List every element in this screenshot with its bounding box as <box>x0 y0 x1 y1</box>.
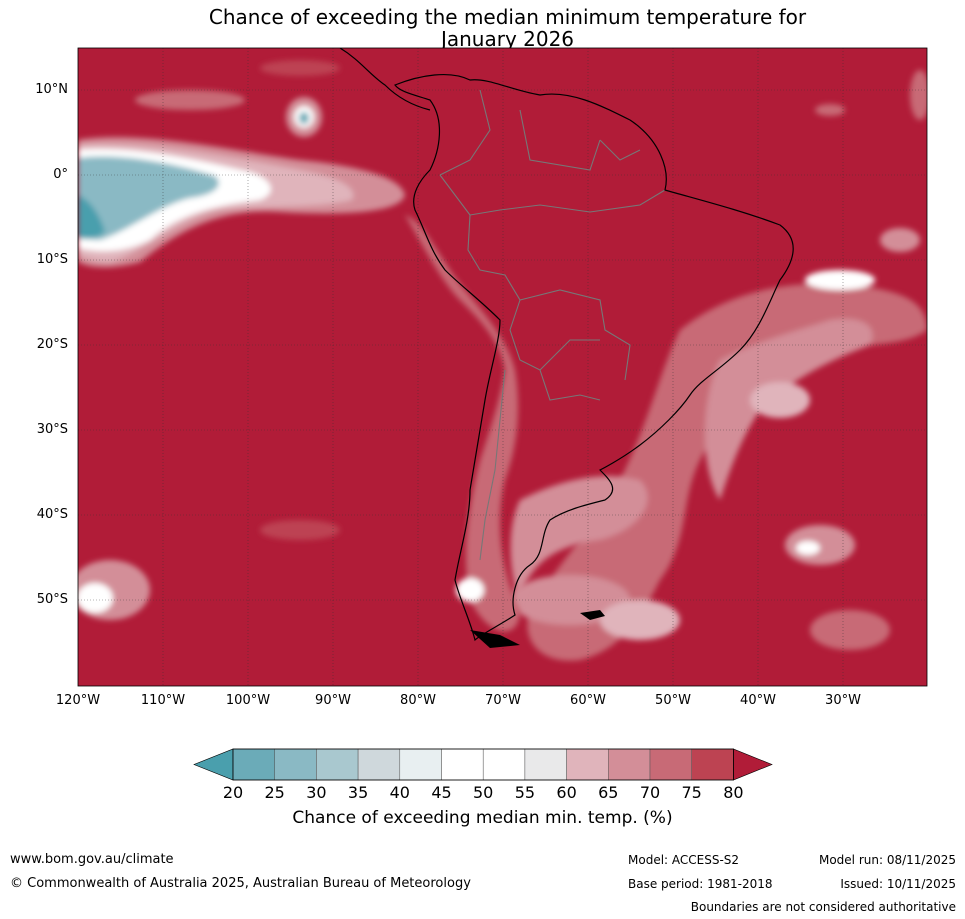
lon-label-80w: 80°W <box>400 693 436 708</box>
colorbar-segment-55-60 <box>524 748 567 781</box>
colorbar-tick-55: 55 <box>514 783 536 802</box>
lat-label-10n: 10°N <box>35 82 68 97</box>
copyright-text: © Commonwealth of Australia 2025, Austra… <box>10 876 471 891</box>
colorbar-frame <box>232 748 734 781</box>
model-run-text: Model run: 08/11/2025 <box>818 853 956 867</box>
disclaimer-text: Boundaries are not considered authoritat… <box>690 900 956 914</box>
model-text: Model: ACCESS-S2 <box>628 853 740 867</box>
lat-label-10s: 10°S <box>36 252 68 267</box>
lon-label-70w: 70°W <box>485 693 521 708</box>
colorbar-segment-60-65 <box>566 748 609 781</box>
issued-text: Issued: 10/11/2025 <box>840 877 956 891</box>
map-title-line1: Chance of exceeding the median minimum t… <box>208 5 807 29</box>
colorbar-label: Chance of exceeding median min. temp. (%… <box>292 808 673 828</box>
colorbar-segment-35-40 <box>357 748 401 781</box>
colorbar-tick-50: 50 <box>473 783 494 802</box>
colorbar-segment-30-35 <box>316 748 359 781</box>
lon-label-60w: 60°W <box>570 693 606 708</box>
colorbar-segment-40-45 <box>399 748 442 781</box>
graticule <box>78 48 927 686</box>
colorbar-tick-65: 65 <box>598 783 619 802</box>
central-america-coastline <box>339 48 431 111</box>
colorbar-tick-70: 70 <box>639 783 661 802</box>
colorbar-tick-40: 40 <box>389 783 410 802</box>
colorbar-segment-65-70 <box>608 748 651 781</box>
atlantic-patches <box>510 70 927 661</box>
colorbar-segment-50-55 <box>482 748 526 781</box>
lat-label-50s: 50°S <box>36 592 68 607</box>
colorbar-tick-80: 80 <box>723 783 744 802</box>
lat-label-30s: 30°S <box>36 422 68 437</box>
colorbar-tick-45: 45 <box>431 783 452 802</box>
colorbar-tick-25: 25 <box>264 783 285 802</box>
colorbar-extend-low <box>193 748 234 781</box>
lat-label-0: 0° <box>53 167 68 182</box>
map-title-line2: January 2026 <box>440 27 575 51</box>
lon-label-90w: 90°W <box>315 693 351 708</box>
map-frame <box>77 47 928 687</box>
colorbar-segment-20-25 <box>232 748 275 781</box>
colorbar-segment-45-50 <box>441 748 484 781</box>
lat-label-20s: 20°S <box>36 337 68 352</box>
pacific-cold-tongue <box>78 137 405 268</box>
colorbar-segment-75-80 <box>691 748 734 781</box>
lon-label-110w: 110°W <box>140 693 186 708</box>
colorbar-tick-35: 35 <box>347 783 369 802</box>
colorbar-tick-30: 30 <box>306 783 327 802</box>
lon-label-50w: 50°W <box>655 693 691 708</box>
colorbar-tick-75: 75 <box>681 783 702 802</box>
lon-label-40w: 40°W <box>740 693 776 708</box>
lat-label-40s: 40°S <box>36 507 68 522</box>
colorbar-segments <box>193 748 773 781</box>
lon-label-120w: 120°W <box>55 693 101 708</box>
pacific-patches <box>78 60 340 620</box>
colorbar-tick-20: 20 <box>222 783 244 802</box>
website-link[interactable]: www.bom.gov.au/climate <box>10 852 174 867</box>
base-period-text: Base period: 1981-2018 <box>628 877 773 891</box>
south-america-coastline <box>394 74 794 642</box>
colorbar-tick-60: 60 <box>556 783 577 802</box>
tierra-del-fuego <box>470 630 520 648</box>
lon-label-100w: 100°W <box>225 693 271 708</box>
lon-label-30w: 30°W <box>825 693 861 708</box>
colorbar-extend-high <box>733 748 773 781</box>
falkland-islands <box>580 610 605 620</box>
colorbar-segment-25-30 <box>274 748 317 781</box>
country-borders <box>439 89 666 561</box>
coastal-patches <box>405 215 648 632</box>
colorbar-segment-70-75 <box>649 748 692 781</box>
